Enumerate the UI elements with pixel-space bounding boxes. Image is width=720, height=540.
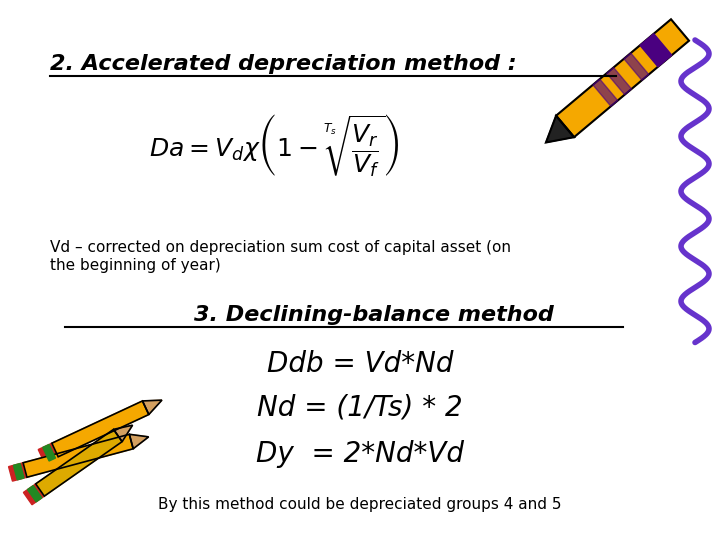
- Text: By this method could be depreciated groups 4 and 5: By this method could be depreciated grou…: [158, 497, 562, 512]
- Polygon shape: [38, 443, 58, 463]
- Polygon shape: [42, 444, 55, 461]
- Text: Dy  = 2*Nd*Vd: Dy = 2*Nd*Vd: [256, 440, 464, 468]
- Polygon shape: [556, 19, 689, 137]
- Text: Ddb = Vd*Nd: Ddb = Vd*Nd: [266, 350, 454, 379]
- Polygon shape: [593, 79, 618, 106]
- Polygon shape: [24, 484, 45, 505]
- Polygon shape: [52, 401, 149, 457]
- Text: $Da = V_d \chi \left( 1 - \sqrt[T_s]{\dfrac{V_r}{V_f}} \right)$: $Da = V_d \chi \left( 1 - \sqrt[T_s]{\df…: [148, 112, 399, 179]
- Polygon shape: [114, 425, 132, 442]
- Polygon shape: [546, 116, 574, 143]
- Polygon shape: [624, 53, 649, 80]
- Polygon shape: [130, 434, 148, 449]
- Text: 3. Declining-balance method: 3. Declining-balance method: [194, 305, 554, 325]
- Text: Nd = (1/Ts) * 2: Nd = (1/Ts) * 2: [257, 394, 463, 422]
- Text: Vd – corrected on depreciation sum cost of capital asset (on
the beginning of ye: Vd – corrected on depreciation sum cost …: [50, 240, 511, 273]
- Text: 2. Accelerated depreciation method :: 2. Accelerated depreciation method :: [50, 54, 517, 74]
- Polygon shape: [27, 485, 42, 502]
- Polygon shape: [640, 33, 672, 67]
- Polygon shape: [23, 434, 133, 477]
- Polygon shape: [9, 463, 27, 481]
- Polygon shape: [14, 463, 24, 480]
- Polygon shape: [607, 68, 631, 94]
- Polygon shape: [36, 429, 122, 496]
- Polygon shape: [143, 400, 162, 415]
